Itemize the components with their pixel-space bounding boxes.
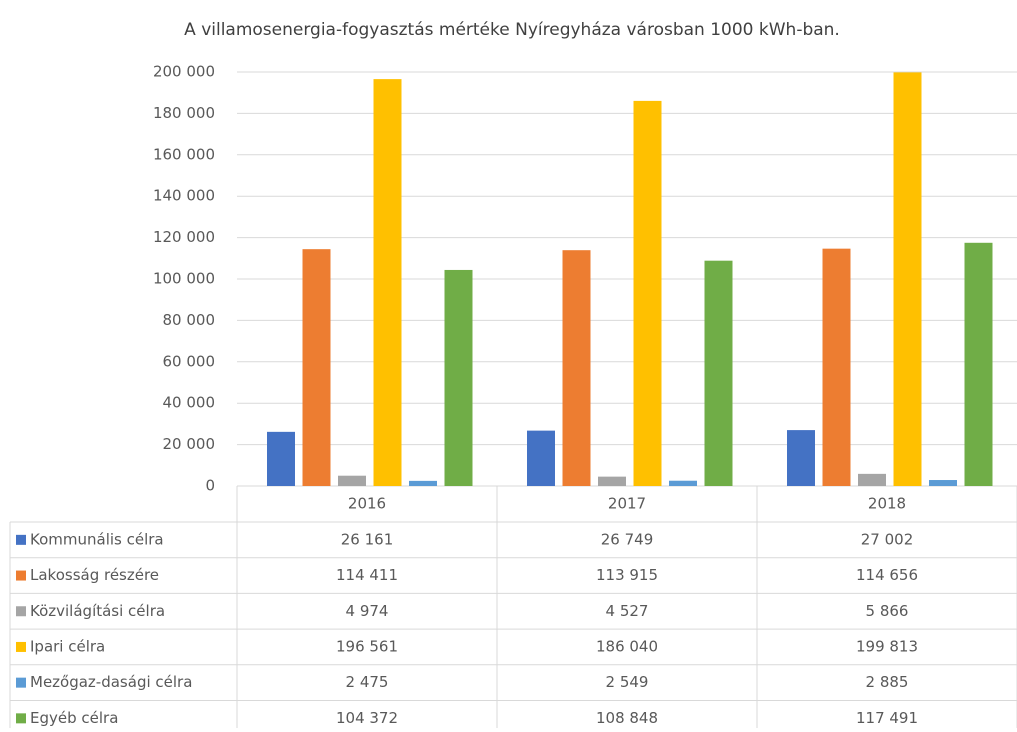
legend-swatch <box>16 677 26 688</box>
legend-swatch <box>16 713 26 724</box>
y-tick-label: 0 <box>205 477 215 495</box>
bar <box>929 480 957 486</box>
bar <box>267 431 295 486</box>
y-tick-label: 160 000 <box>153 145 215 163</box>
legend-swatch <box>16 570 26 581</box>
y-tick-label: 180 000 <box>153 104 215 122</box>
y-tick-label: 120 000 <box>153 228 215 246</box>
table-value: 2 475 <box>346 673 389 691</box>
legend-label: Mezőgaz-dasági célra <box>30 673 192 691</box>
bar <box>444 269 473 486</box>
legend-swatch <box>16 606 26 617</box>
x-tick-label: 2017 <box>608 495 646 513</box>
y-tick-label: 200 000 <box>153 63 215 81</box>
y-tick-label: 140 000 <box>153 187 215 205</box>
bar <box>893 72 922 487</box>
bar <box>302 249 331 486</box>
bar <box>858 473 886 486</box>
table-value: 2 885 <box>866 673 909 691</box>
bar <box>373 79 402 487</box>
table-value: 26 749 <box>601 530 654 548</box>
y-tick-label: 80 000 <box>163 311 216 329</box>
bar <box>598 476 626 486</box>
table-value: 27 002 <box>861 530 914 548</box>
table-value: 2 549 <box>606 673 649 691</box>
table-value: 108 848 <box>596 709 658 727</box>
table-value: 199 813 <box>856 637 918 655</box>
bar <box>787 430 815 486</box>
y-tick-label: 60 000 <box>163 352 216 370</box>
table-value: 104 372 <box>336 709 398 727</box>
y-tick-label: 40 000 <box>163 394 216 412</box>
bar <box>633 100 662 486</box>
bar <box>669 480 697 486</box>
bar <box>964 242 993 486</box>
legend-label: Ipari célra <box>30 637 105 655</box>
table-value: 117 491 <box>856 709 918 727</box>
legend-swatch <box>16 534 26 545</box>
legend-label: Egyéb célra <box>30 709 118 727</box>
table-value: 114 411 <box>336 566 398 584</box>
legend-label: Közvilágítási célra <box>30 602 165 620</box>
legend-label: Lakosság részére <box>30 566 159 584</box>
table-value: 5 866 <box>866 602 909 620</box>
table-value: 114 656 <box>856 566 918 584</box>
table-value: 4 527 <box>606 602 649 620</box>
y-tick-label: 100 000 <box>153 270 215 288</box>
legend-label: Kommunális célra <box>30 530 164 548</box>
bar <box>527 430 555 486</box>
table-value: 26 161 <box>341 530 394 548</box>
bar <box>409 480 437 486</box>
bar <box>822 248 851 486</box>
bar <box>562 250 591 486</box>
chart-title: A villamosenergia-fogyasztás mértéke Nyí… <box>184 20 840 40</box>
y-tick-label: 20 000 <box>163 435 216 453</box>
x-tick-label: 2016 <box>348 495 386 513</box>
bar <box>704 260 733 486</box>
legend-swatch <box>16 641 26 652</box>
x-tick-label: 2018 <box>868 495 906 513</box>
table-value: 186 040 <box>596 637 658 655</box>
table-value: 196 561 <box>336 637 398 655</box>
table-value: 113 915 <box>596 566 658 584</box>
bar <box>338 475 366 486</box>
table-value: 4 974 <box>346 602 389 620</box>
